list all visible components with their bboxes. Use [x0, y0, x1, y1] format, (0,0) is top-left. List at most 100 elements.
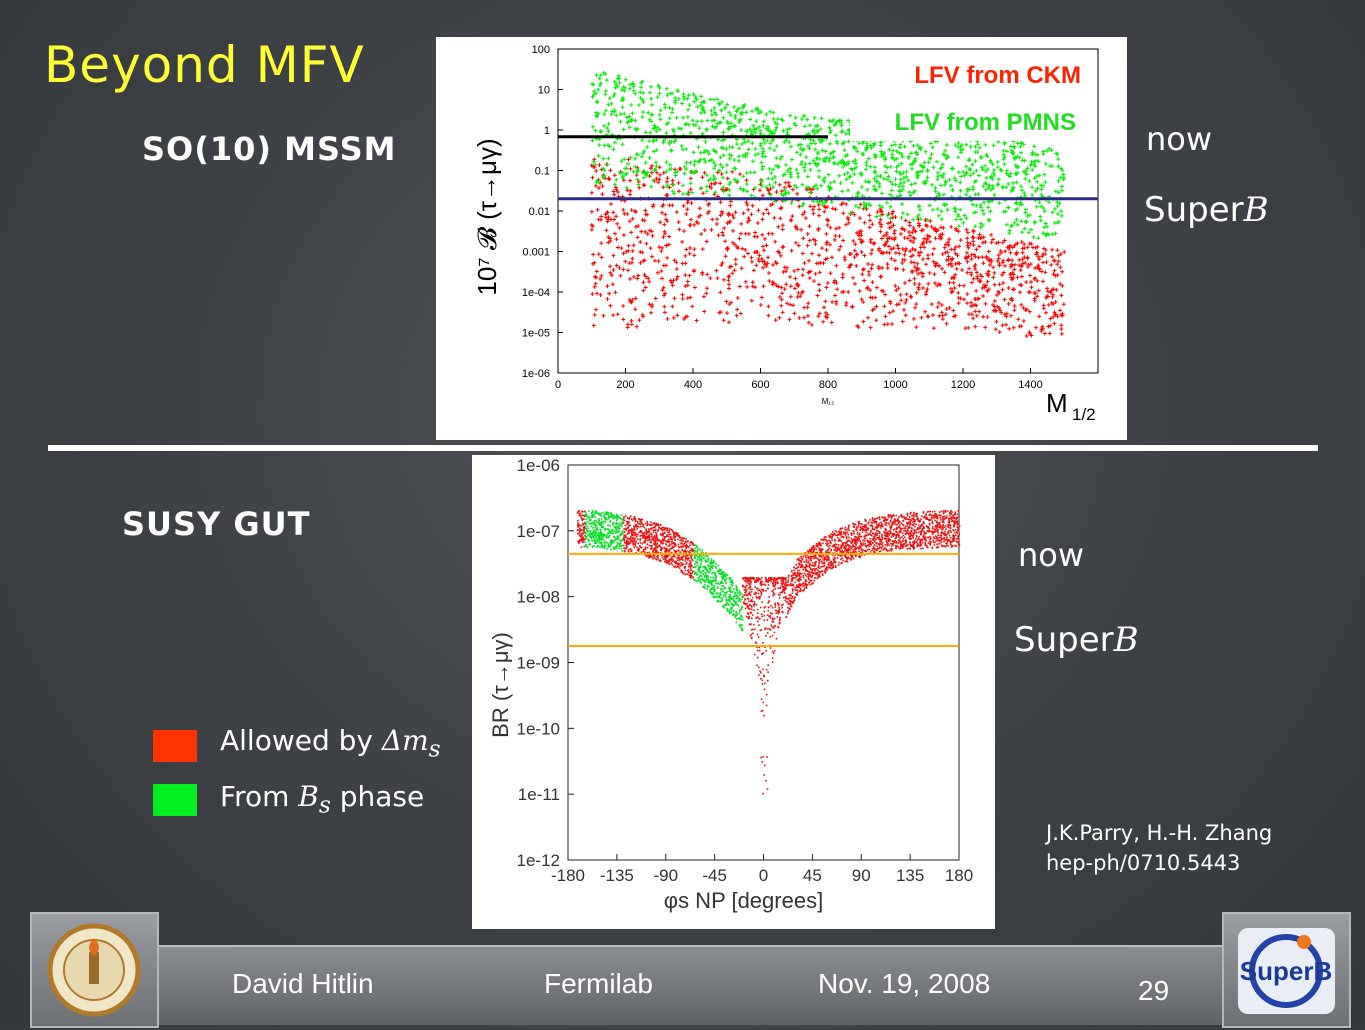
scatter-point	[977, 310, 981, 314]
scatter-point	[958, 189, 962, 193]
scatter-point	[782, 129, 786, 133]
scatter-point	[585, 511, 587, 513]
scatter-point	[929, 524, 931, 526]
scatter-point	[964, 171, 968, 175]
scatter-point	[661, 528, 663, 530]
scatter-point	[932, 533, 934, 535]
scatter-point	[1039, 183, 1043, 187]
scatter-point	[594, 184, 598, 188]
scatter-point	[592, 540, 594, 542]
scatter-point	[653, 531, 655, 533]
scatter-point	[631, 249, 635, 253]
scatter-point	[679, 546, 681, 548]
scatter-point	[735, 314, 739, 318]
scatter-point	[998, 330, 1002, 334]
scatter-point	[784, 269, 788, 273]
scatter-point	[1018, 290, 1022, 294]
scatter-point	[879, 274, 883, 278]
scatter-point	[973, 324, 977, 328]
scatter-point	[611, 268, 615, 272]
scatter-point	[762, 642, 764, 644]
scatter-point	[604, 540, 606, 542]
scatter-point	[710, 158, 714, 162]
scatter-point	[767, 279, 771, 283]
scatter-point	[744, 232, 748, 236]
scatter-point	[669, 543, 671, 545]
scatter-point	[721, 165, 725, 169]
scatter-point	[901, 319, 905, 323]
scatter-point	[785, 127, 789, 131]
scatter-point	[737, 236, 741, 240]
scatter-point	[751, 609, 753, 611]
scatter-point	[827, 543, 829, 545]
scatter-point	[806, 244, 810, 248]
scatter-point	[995, 293, 999, 297]
scatter-point	[1036, 255, 1040, 259]
scatter-point	[699, 94, 703, 98]
scatter-point	[677, 181, 681, 185]
scatter-point	[583, 546, 585, 548]
scatter-point	[732, 105, 736, 109]
scatter-point	[806, 174, 810, 178]
scatter-point	[838, 544, 840, 546]
scatter-point	[931, 517, 933, 519]
scatter-point	[601, 512, 603, 514]
scatter-point	[832, 566, 834, 568]
scatter-point	[803, 261, 807, 265]
scatter-point	[1031, 150, 1035, 154]
scatter-point	[781, 245, 785, 249]
scatter-point	[591, 522, 593, 524]
scatter-point	[796, 295, 800, 299]
scatter-point	[803, 124, 807, 128]
scatter-point	[955, 534, 957, 536]
scatter-point	[973, 297, 977, 301]
scatter-point	[927, 160, 931, 164]
scatter-point	[1025, 334, 1029, 338]
scatter-point	[964, 193, 968, 197]
scatter-point	[790, 249, 794, 253]
scatter-point	[748, 613, 750, 615]
scatter-point	[677, 559, 679, 561]
scatter-point	[951, 188, 955, 192]
scatter-point	[984, 176, 988, 180]
scatter-point	[616, 545, 618, 547]
scatter-point	[709, 568, 711, 570]
scatter-point	[772, 117, 776, 121]
scatter-point	[965, 292, 969, 296]
scatter-point	[880, 266, 884, 270]
scatter-point	[750, 260, 754, 264]
scatter-point	[967, 267, 971, 271]
scatter-point	[861, 320, 865, 324]
scatter-point	[887, 545, 889, 547]
scatter-point	[899, 530, 901, 532]
scatter-point	[664, 264, 668, 268]
scatter-point	[945, 202, 949, 206]
scatter-point	[795, 192, 799, 196]
scatter-point	[767, 232, 771, 236]
scatter-point	[705, 240, 709, 244]
scatter-point	[588, 510, 590, 512]
scatter-point	[1044, 162, 1048, 166]
scatter-point	[844, 177, 848, 181]
scatter-point	[588, 544, 590, 546]
scatter-point	[930, 183, 934, 187]
scatter-point	[816, 294, 820, 298]
scatter-point	[817, 214, 821, 218]
scatter-point	[601, 157, 605, 161]
scatter-point	[981, 315, 985, 319]
scatter-point	[618, 120, 622, 124]
scatter-point	[902, 308, 906, 312]
scatter-point	[1054, 189, 1058, 193]
scatter-point	[1009, 144, 1013, 148]
scatter-point	[684, 248, 688, 252]
scatter-point	[1028, 310, 1032, 314]
scatter-point	[626, 322, 630, 326]
scatter-point	[767, 671, 769, 673]
scatter-point	[1045, 286, 1049, 290]
scatter-point	[677, 189, 681, 193]
scatter-point	[623, 259, 627, 263]
scatter-point	[651, 545, 653, 547]
scatter-point	[695, 120, 699, 124]
